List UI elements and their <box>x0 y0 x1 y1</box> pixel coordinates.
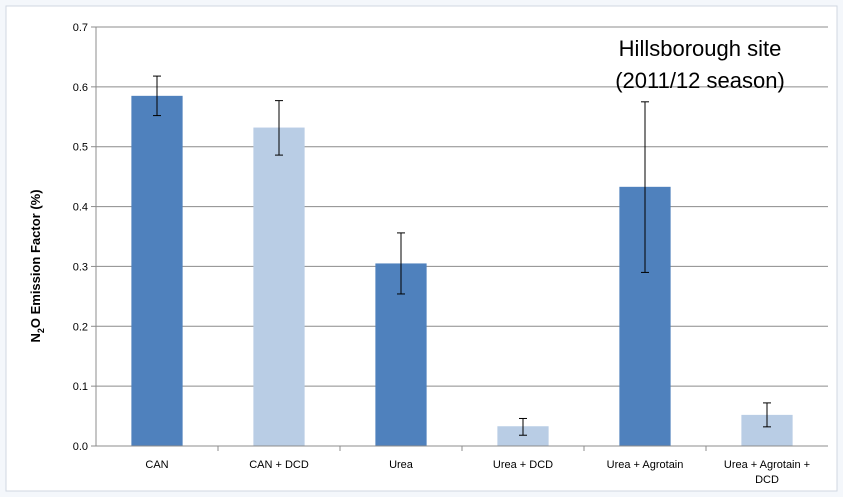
x-tick-label-line: Urea <box>389 459 414 471</box>
y-axis-title: N2O Emission Factor (%) <box>28 189 46 342</box>
y-tick-label: 0.2 <box>73 321 88 333</box>
x-tick-label: CAN + DCD <box>249 459 309 471</box>
annotation-line-1: Hillsborough site <box>619 36 782 61</box>
y-tick-label: 0.3 <box>73 261 88 273</box>
y-tick-label: 0.6 <box>73 82 88 94</box>
error-bar <box>275 100 283 156</box>
y-axis-title-suffix: O Emission Factor (%) <box>28 189 43 328</box>
x-tick-label-line: CAN + DCD <box>249 459 309 471</box>
error-bars <box>153 75 771 436</box>
bar <box>497 426 549 446</box>
bar <box>131 95 183 446</box>
x-tick-label-line: CAN <box>145 459 168 471</box>
x-tick-label-line: Urea + Agrotain <box>607 459 684 471</box>
error-bar <box>763 402 771 428</box>
y-tick-label: 0.1 <box>73 381 88 393</box>
x-tick-label-line: DCD <box>755 474 779 486</box>
y-tick-labels: 0.0 0.1 0.2 0.3 0.4 0.5 0.6 0.7 <box>73 22 88 453</box>
y-tick-label: 0.5 <box>73 142 88 154</box>
y-tick-label: 0.4 <box>73 202 88 214</box>
x-tick-label: CAN <box>145 459 168 471</box>
y-axis-title-subscript: 2 <box>36 328 46 333</box>
y-tick-label: 0.0 <box>73 441 88 453</box>
x-tick-labels: CAN CAN + DCD Urea Urea + DCD Urea + Agrotai… <box>145 459 810 486</box>
y-tick-label: 0.7 <box>73 22 88 34</box>
axes <box>95 27 828 451</box>
x-tick-label: Urea + DCD <box>493 459 553 471</box>
error-bar <box>397 232 405 295</box>
x-tick-label: Urea <box>389 459 414 471</box>
error-bar <box>153 75 161 117</box>
site-annotation: Hillsborough site (2011/12 season) <box>615 36 785 93</box>
x-tick-label-line: Urea + DCD <box>493 459 553 471</box>
error-bar <box>641 101 649 273</box>
gridlines <box>91 26 828 447</box>
error-bar <box>519 417 527 436</box>
x-tick-label-line: Urea + Agrotain + <box>724 459 810 471</box>
y-axis-title-prefix: N <box>28 333 43 342</box>
x-tick-label: Urea + Agrotain + DCD <box>724 459 810 486</box>
annotation-line-2: (2011/12 season) <box>615 68 785 93</box>
x-tick-label: Urea + Agrotain <box>607 459 684 471</box>
bars <box>131 95 793 446</box>
bar <box>253 127 305 446</box>
